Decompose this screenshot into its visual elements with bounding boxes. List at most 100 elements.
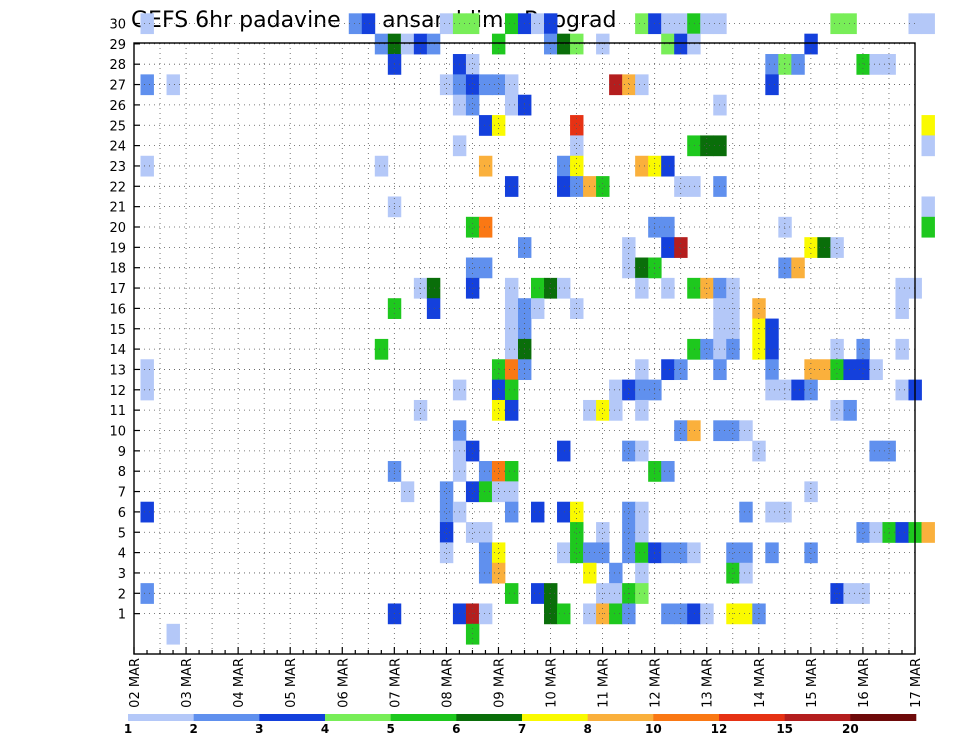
x-tick-label: 17 MAR [909, 658, 924, 708]
heatmap-cell [791, 54, 805, 75]
colorbar-label: 20 [842, 722, 859, 736]
heatmap-cell [426, 33, 441, 55]
heatmap-cell [765, 379, 779, 401]
heatmap-cell [465, 257, 480, 279]
heatmap-cell [478, 603, 493, 625]
y-tick-label: 8 [118, 465, 126, 480]
heatmap-cell [921, 196, 935, 218]
heatmap-cell [439, 542, 454, 564]
y-tick-label: 11 [109, 404, 126, 419]
heatmap-cell [635, 440, 649, 462]
heatmap-cell [609, 562, 623, 584]
heatmap-cell [504, 481, 519, 503]
x-tick-label: 08 MAR [440, 658, 455, 708]
y-tick-label: 5 [118, 526, 126, 541]
heatmap-cell [491, 33, 506, 55]
heatmap-cell [596, 399, 610, 421]
heatmap-cell [687, 33, 701, 55]
heatmap-cell [504, 501, 519, 523]
heatmap-cell [504, 583, 519, 604]
y-tick-label: 18 [109, 262, 126, 277]
heatmap-cell [856, 359, 870, 381]
y-tick-label: 3 [118, 567, 126, 582]
heatmap-cell [570, 176, 584, 197]
heatmap-cell [491, 399, 506, 421]
heatmap-cell [674, 359, 688, 381]
y-tick-label: 22 [109, 180, 126, 195]
y-axis-ticks: 1234567891011121314151617181920212223242… [109, 18, 140, 623]
heatmap-cell [635, 13, 649, 35]
heatmap-cell [830, 399, 844, 421]
colorbar-swatch [128, 714, 194, 721]
heatmap-cell [869, 522, 883, 543]
heatmap-cell [400, 33, 415, 55]
heatmap-cell [830, 338, 844, 360]
heatmap-cell [895, 298, 909, 319]
heatmap-cell [804, 237, 818, 258]
heatmap-cell [140, 379, 154, 401]
colorbar-swatch [522, 714, 588, 721]
heatmap-cell [570, 542, 584, 564]
heatmap-cell [622, 74, 636, 96]
y-tick-label: 24 [109, 140, 126, 155]
heatmap-cell [504, 13, 519, 35]
heatmap-cell [531, 13, 545, 35]
heatmap-cell [635, 155, 649, 177]
heatmap-cell [804, 359, 818, 381]
heatmap-cell [622, 522, 636, 543]
colorbar-swatch [193, 714, 260, 721]
x-tick-label: 05 MAR [284, 658, 299, 708]
heatmap-cell [661, 237, 675, 258]
heatmap-cell [491, 461, 506, 482]
heatmap-cell [544, 13, 558, 35]
heatmap-cell [700, 338, 714, 360]
heatmap-cell [348, 13, 363, 35]
y-tick-label: 17 [109, 282, 126, 297]
heatmap-cell [413, 33, 428, 55]
heatmap-cell [635, 399, 649, 421]
heatmap-cell [739, 501, 753, 523]
heatmap-cell [361, 13, 376, 35]
heatmap-cell [557, 155, 571, 177]
heatmap-cell [140, 501, 154, 523]
heatmap-cell [504, 461, 519, 482]
y-tick-label: 2 [118, 587, 126, 602]
heatmap-cell [609, 379, 623, 401]
heatmap-cell [635, 501, 649, 523]
heatmap-cell [635, 379, 649, 401]
y-tick-label: 6 [118, 506, 126, 521]
colorbar-label: 5 [386, 722, 394, 736]
heatmap-cell [374, 33, 389, 55]
heatmap-cell [570, 501, 584, 523]
heatmap-cell [426, 277, 441, 299]
heatmap-cell [609, 603, 623, 625]
heatmap-cell [478, 74, 493, 96]
heatmap-cell [478, 257, 493, 279]
heatmap-cell [531, 583, 545, 604]
heatmap-cell [778, 501, 792, 523]
heatmap-cell [439, 501, 454, 523]
x-tick-label: 16 MAR [857, 658, 872, 708]
heatmap-cell [830, 13, 844, 35]
heatmap-cell [140, 155, 154, 177]
heatmap-cell [908, 13, 922, 35]
y-tick-label: 14 [109, 343, 126, 358]
x-tick-label: 11 MAR [597, 658, 612, 708]
heatmap-cell [609, 583, 623, 604]
heatmap-cell [674, 237, 688, 258]
heatmap-cell [596, 542, 610, 564]
heatmap-cell [439, 522, 454, 543]
heatmap-cell [674, 13, 688, 35]
heatmap-cell [570, 522, 584, 543]
heatmap-cell [856, 338, 870, 360]
heatmap-cell [570, 33, 584, 55]
heatmap-cell [465, 481, 480, 503]
heatmap-cell [478, 155, 493, 177]
heatmap-cell [804, 379, 818, 401]
heatmap-cell [895, 522, 909, 543]
heatmap-cell [465, 94, 480, 116]
colorbar-label: 15 [776, 722, 793, 736]
heatmap-cell [374, 155, 389, 177]
heatmap-cell [674, 33, 688, 55]
heatmap-cell [557, 33, 571, 55]
